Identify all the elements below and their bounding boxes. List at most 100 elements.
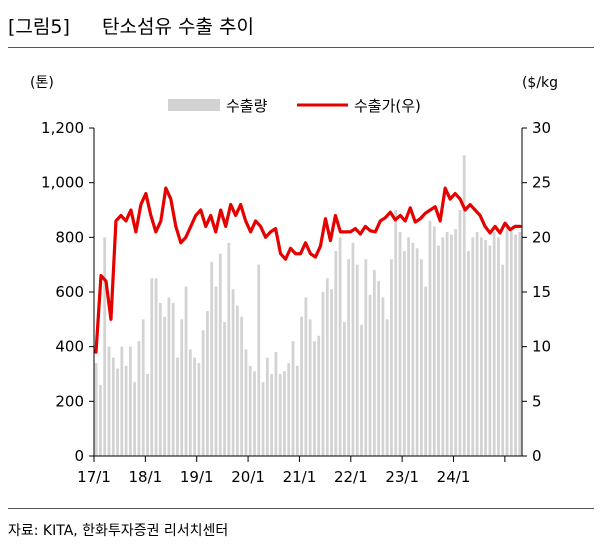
left-axis-unit: (톤) [30, 75, 54, 91]
x-tick-label-2: 19/1 [180, 468, 214, 486]
volume-bar-58 [338, 237, 342, 456]
left-tick-label-6: 1,200 [41, 119, 84, 137]
volume-bar-95 [497, 237, 500, 456]
volume-bar-26 [201, 330, 205, 456]
source-divider [8, 508, 594, 509]
volume-bar-50 [304, 297, 308, 456]
left-tick-label-1: 200 [55, 392, 84, 410]
right-tick-label-4: 20 [532, 228, 551, 246]
volume-bar-40 [261, 382, 265, 456]
volume-bar-70 [390, 259, 393, 456]
volume-bar-23 [188, 349, 192, 456]
volume-bar-51 [308, 319, 312, 456]
volume-bar-31 [223, 322, 226, 456]
right-tick-label-0: 0 [532, 447, 542, 465]
left-tick-label-3: 600 [55, 283, 84, 301]
volume-bar-45 [283, 371, 286, 456]
volume-bar-96 [501, 264, 505, 456]
volume-bar-100 [518, 231, 522, 456]
volume-bar-48 [295, 365, 299, 456]
volume-bar-25 [197, 363, 201, 456]
volume-bar-98 [509, 229, 513, 456]
volume-bar-24 [193, 357, 196, 456]
chart-title: 탄소섬유 수출 추이 [102, 16, 254, 38]
x-tick-label-3: 20/1 [231, 468, 265, 486]
volume-bar-8 [124, 365, 128, 456]
volume-bar-91 [479, 237, 483, 456]
x-tick-label-1: 18/1 [129, 468, 163, 486]
legend-swatch-volume [168, 99, 220, 111]
volume-bar-85 [454, 229, 458, 456]
volume-bar-82 [441, 237, 445, 456]
volume-bar-46 [287, 363, 291, 456]
volume-bar-66 [372, 270, 376, 456]
volume-bar-59 [342, 322, 346, 456]
title-bar: [그림5] 탄소섬유 수출 추이 [0, 0, 602, 50]
volume-bar-14 [150, 278, 154, 456]
volume-bar-63 [360, 324, 363, 456]
volume-bar-61 [351, 242, 355, 456]
export-trend-chart: (톤) ($/kg 수출량 수출가(우) 02004006008001,0001… [30, 75, 558, 486]
left-tick-label-2: 400 [55, 338, 84, 356]
volume-bar-77 [420, 259, 423, 456]
left-tick-label-4: 800 [55, 228, 84, 246]
title-divider [8, 47, 594, 48]
volume-bar-2 [99, 384, 102, 456]
volume-bar-21 [180, 319, 184, 456]
price-series-line [94, 186, 522, 354]
price-line [94, 186, 522, 354]
volume-bar-78 [424, 286, 428, 456]
volume-bar-60 [347, 259, 351, 456]
volume-bar-16 [158, 302, 162, 456]
volume-bar-56 [330, 289, 333, 456]
legend-label-volume: 수출량 [226, 97, 268, 115]
volume-bar-94 [492, 231, 496, 456]
volume-bar-36 [244, 349, 248, 456]
volume-bar-4 [107, 346, 111, 456]
volume-bar-17 [163, 316, 167, 456]
legend-label-price: 수출가(우) [354, 97, 421, 115]
figure-label: [그림5] [8, 16, 70, 38]
volume-bar-13 [146, 374, 149, 456]
volume-bar-52 [313, 341, 316, 456]
volume-bar-15 [154, 278, 158, 456]
volume-bar-20 [176, 357, 179, 456]
volume-bar-11 [137, 341, 141, 456]
x-tick-label-4: 21/1 [283, 468, 317, 486]
volume-bar-29 [214, 286, 218, 456]
volume-bar-71 [394, 210, 398, 456]
volume-bar-57 [334, 251, 338, 456]
volume-bar-3 [103, 237, 107, 456]
volume-bar-9 [128, 346, 132, 456]
source-note: 자료: KITA, 한화투자증권 리서치센터 [8, 523, 229, 539]
volume-bar-74 [407, 237, 410, 456]
volume-bar-99 [514, 234, 517, 456]
volume-bar-90 [475, 231, 479, 456]
volume-bar-97 [505, 223, 509, 456]
volume-bar-43 [274, 352, 278, 456]
volume-bar-80 [432, 226, 436, 456]
volume-bar-88 [467, 251, 470, 456]
volume-bar-41 [265, 357, 269, 456]
left-tick-label-0: 0 [74, 447, 84, 465]
volume-bar-65 [368, 294, 372, 456]
volume-bar-10 [133, 382, 137, 456]
x-tick-label-0: 17/1 [77, 468, 111, 486]
volume-bar-47 [291, 341, 295, 456]
volume-bar-68 [381, 297, 385, 456]
volume-bar-1 [94, 363, 98, 456]
volume-bar-81 [437, 245, 440, 456]
x-tick-label-6: 23/1 [385, 468, 419, 486]
axes: 0 200 400 600 800 1,000 1,200 0 5 10 15 20 25 30 17/1 1… [41, 119, 551, 486]
volume-bar-79 [428, 220, 432, 456]
volume-bar-84 [449, 234, 453, 456]
x-tick-label-7: 24/1 [437, 468, 471, 486]
volume-bar-87 [462, 155, 466, 456]
volume-bar-39 [257, 264, 261, 456]
right-tick-label-3: 15 [532, 283, 551, 301]
volume-bar-44 [278, 374, 282, 456]
volume-bar-22 [184, 286, 188, 456]
volume-bar-5 [111, 357, 115, 456]
volume-bar-53 [317, 335, 321, 456]
volume-bar-19 [171, 302, 175, 456]
